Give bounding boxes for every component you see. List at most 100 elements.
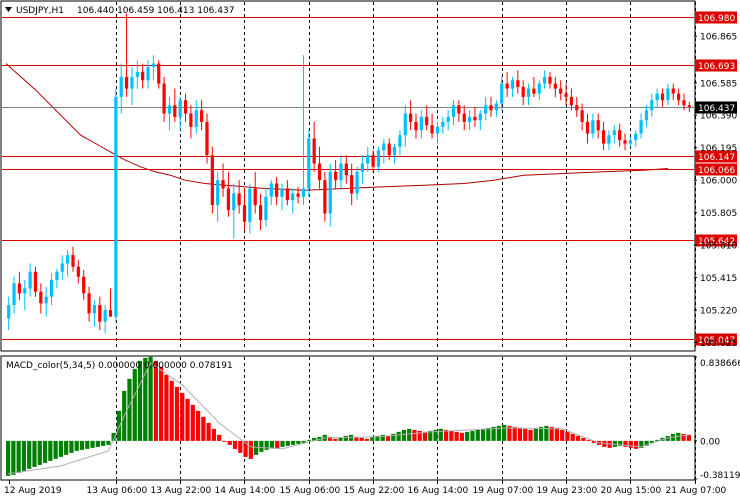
candle[interactable] — [55, 268, 59, 289]
candle[interactable] — [618, 123, 622, 147]
candle[interactable] — [275, 176, 279, 206]
macd-histogram-bar[interactable] — [190, 404, 195, 441]
candle[interactable] — [124, 13, 129, 97]
candle[interactable] — [323, 171, 327, 222]
candle[interactable] — [317, 146, 322, 189]
macd-histogram-bar[interactable] — [195, 410, 201, 441]
macd-histogram-bar[interactable] — [254, 440, 259, 455]
macd-histogram-bar[interactable] — [269, 440, 275, 448]
candle[interactable] — [355, 166, 359, 201]
candle[interactable] — [242, 188, 247, 231]
candle[interactable] — [339, 155, 343, 189]
macd-histogram-bar[interactable] — [538, 426, 544, 441]
candle[interactable] — [232, 183, 236, 239]
candle[interactable] — [537, 80, 541, 101]
macd-histogram-bar[interactable] — [554, 427, 560, 441]
macd-histogram-bar[interactable] — [681, 433, 686, 441]
macd-histogram-bar[interactable] — [491, 426, 496, 441]
candle[interactable] — [157, 60, 161, 89]
candle[interactable] — [516, 70, 520, 94]
candle[interactable] — [66, 250, 70, 277]
candle[interactable] — [628, 136, 632, 147]
macd-histogram-bar[interactable] — [639, 440, 644, 448]
candle[interactable] — [291, 188, 295, 214]
candle[interactable] — [167, 96, 172, 131]
macd-histogram-bar[interactable] — [359, 437, 364, 441]
candle[interactable] — [414, 113, 418, 139]
candle[interactable] — [457, 100, 461, 122]
macd-histogram-bar[interactable] — [623, 440, 628, 447]
candle[interactable] — [451, 100, 456, 126]
macd-histogram-bar[interactable] — [264, 440, 269, 450]
macd-histogram-bar[interactable] — [449, 430, 454, 441]
macd-histogram-bar[interactable] — [560, 429, 565, 441]
candle[interactable] — [500, 76, 504, 111]
macd-histogram-bar[interactable] — [143, 357, 148, 441]
macd-histogram-bar[interactable] — [243, 440, 248, 457]
candle[interactable] — [596, 113, 600, 139]
macd-histogram-bar[interactable] — [301, 440, 306, 443]
candle[interactable] — [23, 280, 27, 311]
macd-histogram-bar[interactable] — [565, 431, 570, 441]
candle[interactable] — [28, 263, 32, 297]
macd-histogram-bar[interactable] — [137, 360, 143, 441]
macd-histogram-bar[interactable] — [428, 430, 433, 441]
candle[interactable] — [98, 296, 102, 331]
candles-layer[interactable] — [7, 13, 691, 334]
macd-histogram-bar[interactable] — [85, 440, 90, 449]
macd-histogram-bar[interactable] — [185, 398, 190, 441]
macd-histogram-bar[interactable] — [206, 422, 211, 441]
candle[interactable] — [162, 76, 166, 122]
macd-histogram-bar[interactable] — [533, 428, 538, 441]
candle[interactable] — [269, 180, 273, 206]
candle[interactable] — [119, 63, 123, 114]
candle[interactable] — [216, 171, 220, 222]
macd-histogram-bar[interactable] — [549, 426, 554, 441]
candle[interactable] — [264, 188, 268, 227]
candle[interactable] — [173, 88, 177, 122]
macd-histogram-bar[interactable] — [544, 425, 549, 441]
candle[interactable] — [285, 180, 289, 206]
macd-histogram-bar[interactable] — [433, 429, 438, 441]
macd-histogram-bar[interactable] — [64, 440, 69, 455]
macd-histogram-bar[interactable] — [470, 430, 475, 441]
macd-histogram-bar[interactable] — [74, 440, 79, 451]
macd-histogram-bar[interactable] — [517, 427, 523, 441]
macd-histogram-bar[interactable] — [312, 437, 317, 441]
candle[interactable] — [409, 100, 413, 131]
macd-histogram-bar[interactable] — [27, 440, 32, 469]
candle[interactable] — [226, 171, 231, 217]
candle[interactable] — [623, 133, 627, 151]
macd-histogram-bar[interactable] — [528, 429, 533, 441]
candle[interactable] — [194, 100, 198, 134]
macd-histogram-bar[interactable] — [90, 440, 95, 448]
macd-histogram-bar[interactable] — [475, 429, 480, 441]
macd-histogram-bar[interactable] — [159, 366, 164, 441]
candle[interactable] — [350, 163, 354, 206]
candle[interactable] — [526, 83, 531, 106]
macd-histogram-bar[interactable] — [16, 440, 21, 473]
candle[interactable] — [205, 113, 209, 164]
macd-histogram-bar[interactable] — [523, 428, 528, 441]
candle[interactable] — [682, 93, 686, 111]
macd-histogram-bar[interactable] — [127, 378, 132, 441]
macd-histogram-bar[interactable] — [649, 440, 655, 443]
chart-menu-triangle-icon[interactable] — [5, 7, 12, 12]
candle[interactable] — [44, 286, 48, 317]
candle[interactable] — [382, 138, 386, 164]
candle[interactable] — [564, 83, 568, 106]
candle[interactable] — [33, 266, 38, 297]
candle[interactable] — [494, 100, 498, 117]
candle[interactable] — [312, 121, 316, 172]
candle[interactable] — [108, 288, 113, 317]
candle[interactable] — [237, 180, 241, 214]
candle[interactable] — [569, 88, 574, 111]
candle[interactable] — [92, 300, 97, 327]
macd-histogram-bar[interactable] — [512, 426, 517, 441]
macd-histogram-bar[interactable] — [148, 356, 153, 441]
macd-histogram-bar[interactable] — [275, 440, 280, 449]
macd-histogram-bar[interactable] — [401, 429, 406, 441]
candle[interactable] — [585, 113, 590, 144]
macd-histogram-bar[interactable] — [222, 440, 227, 442]
